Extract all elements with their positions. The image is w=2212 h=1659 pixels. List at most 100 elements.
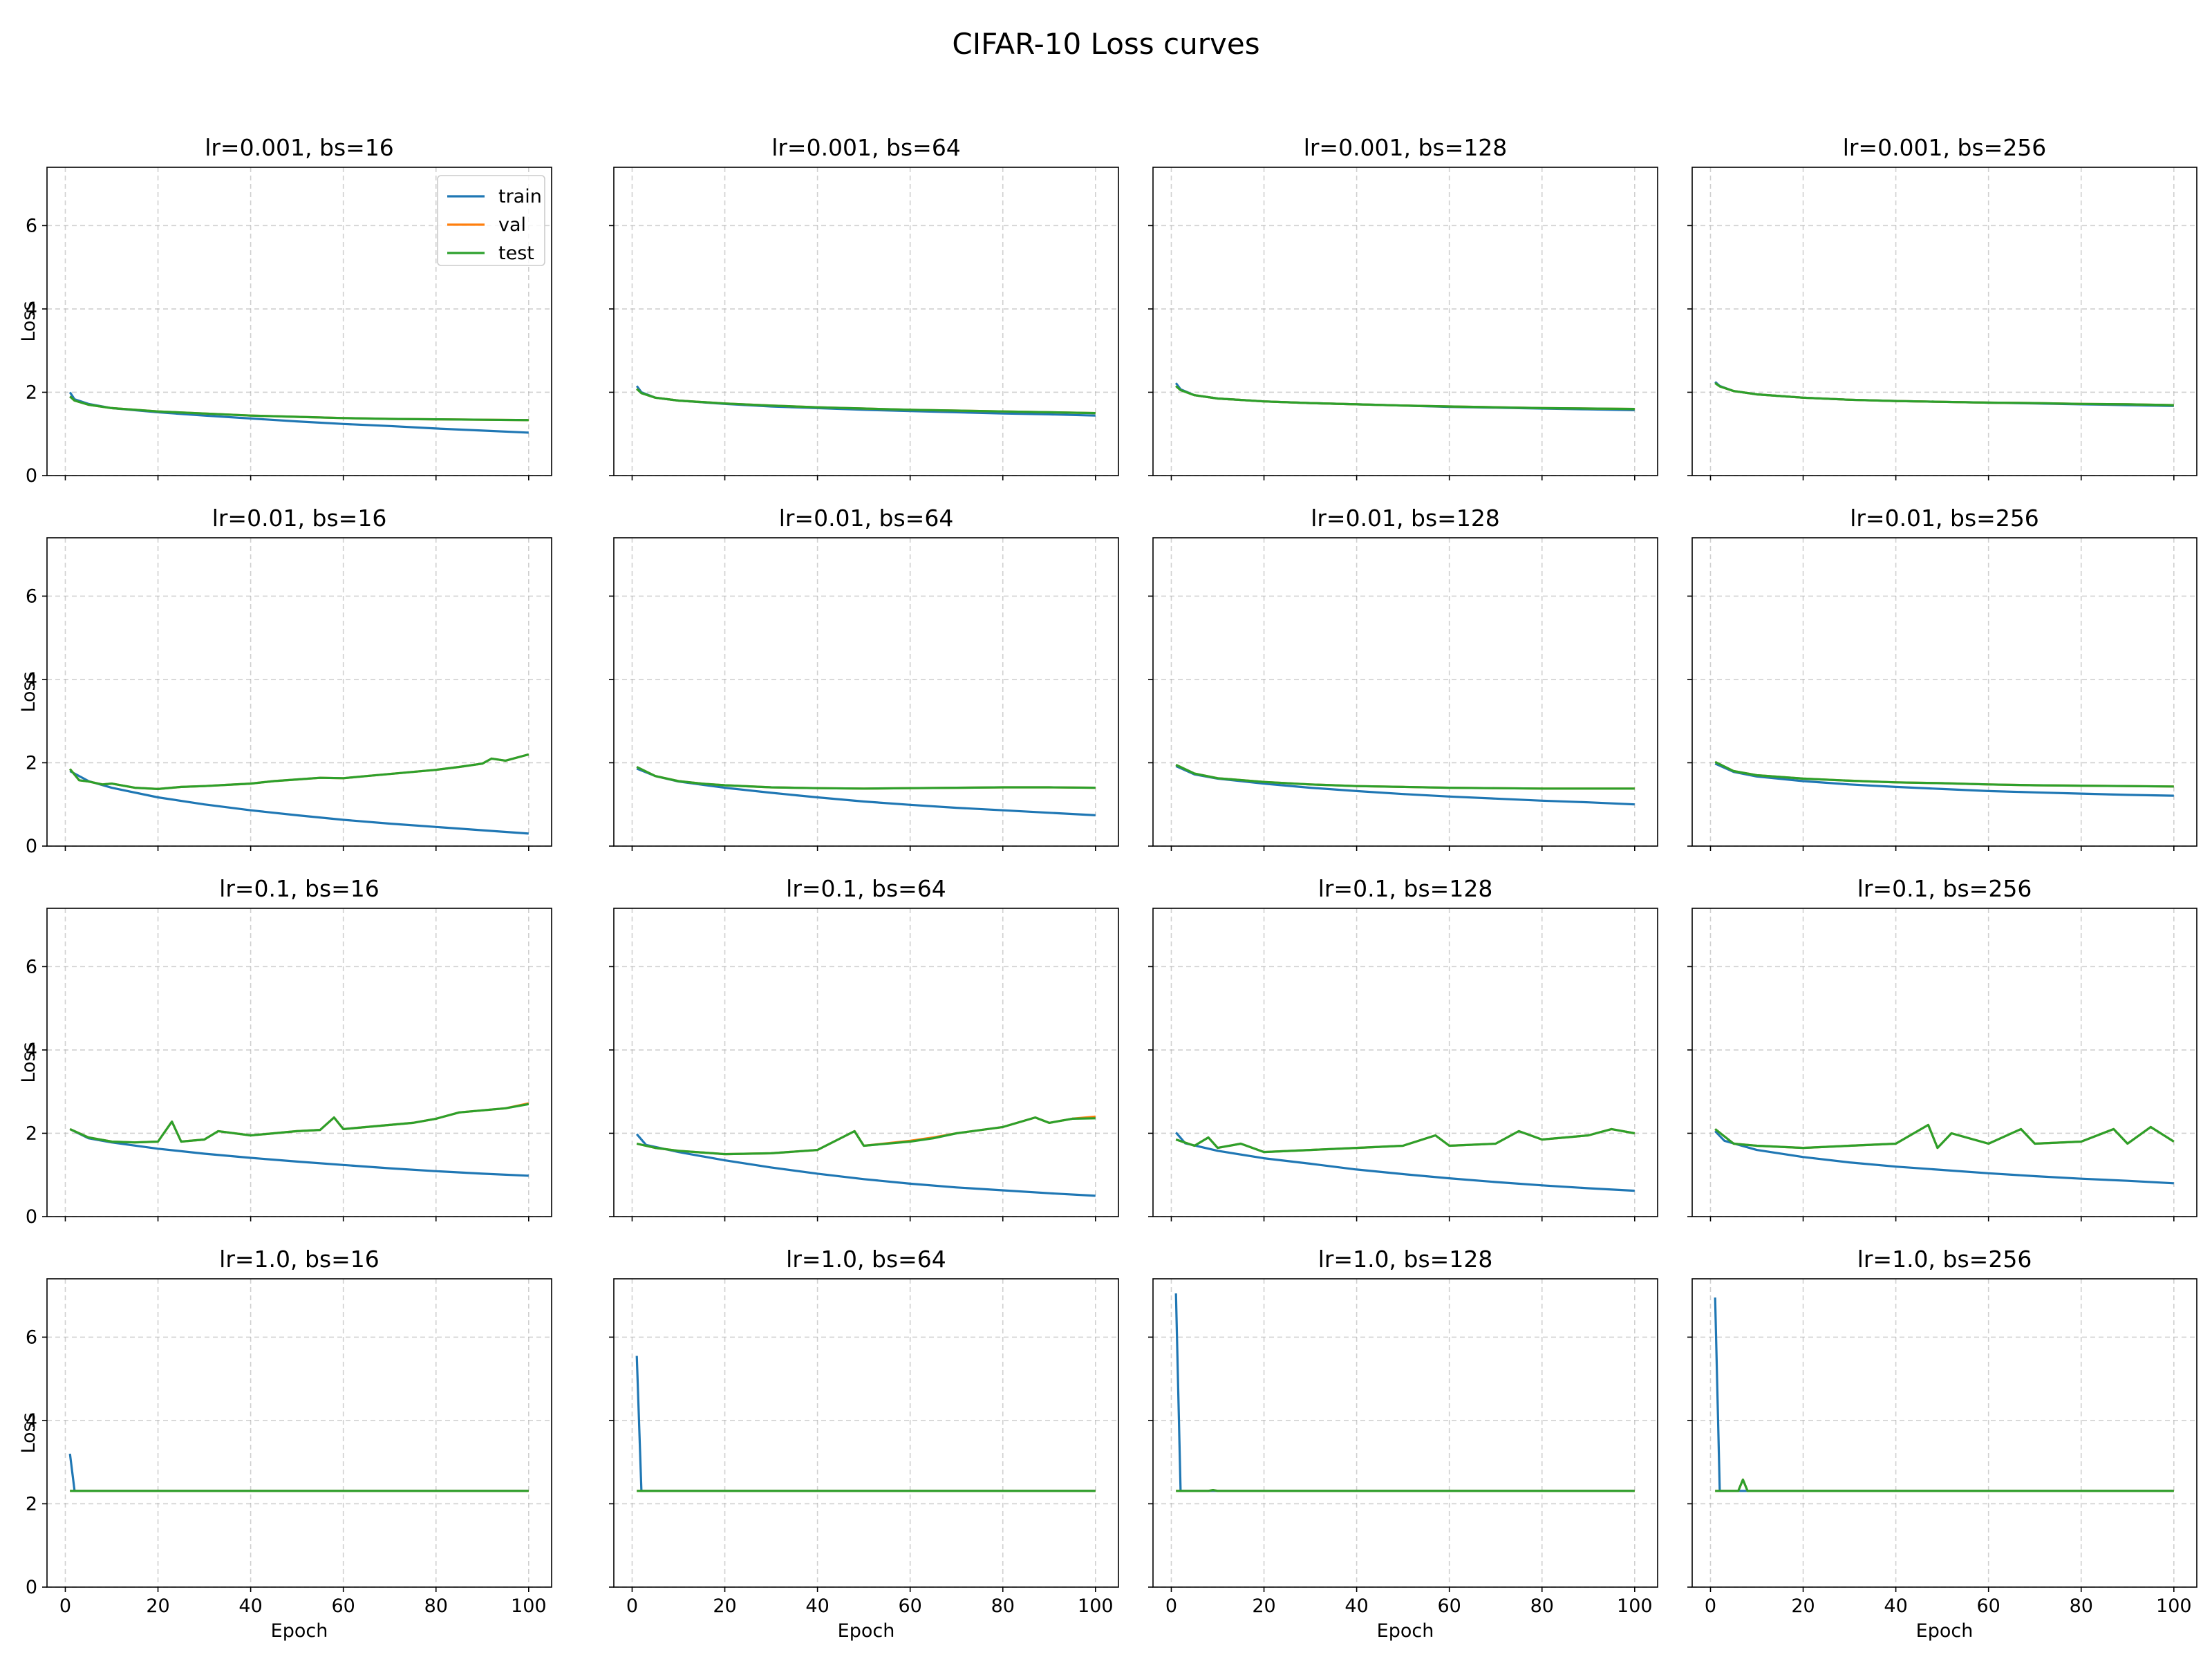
x-tick-label: 40 [238, 1595, 262, 1617]
axes-frame [46, 908, 552, 1217]
x-tick-label: 20 [146, 1595, 169, 1617]
legend: train val test [437, 175, 545, 266]
x-tick-label: 60 [899, 1595, 922, 1617]
subplot-title: lr=1.0, bs=256 [1857, 1246, 2032, 1273]
y-axis-label: Loss [18, 1412, 39, 1453]
subplot-1: lr=0.001, bs=16 0 2 4 6 Loss train val test [18, 134, 552, 487]
series-line-test [1175, 385, 1635, 411]
series-line-val [1714, 1123, 2175, 1150]
x-tick-label: 100 [2156, 1595, 2192, 1617]
subplot-4: lr=0.001, bs=256 [1687, 134, 2197, 480]
series-line-train [69, 1127, 529, 1177]
x-tick-label: 20 [713, 1595, 736, 1617]
subplot-13: lr=1.0, bs=16 0 20 40 60 80 100 0 2 4 6 Epoch Loss [18, 1246, 552, 1642]
y-tick-label: 6 [26, 585, 37, 607]
y-tick-label: 4 [26, 1040, 37, 1061]
x-tick-label: 20 [1252, 1595, 1275, 1617]
subplot-7: lr=0.01, bs=128 [1148, 505, 1658, 851]
subplot-title: lr=1.0, bs=64 [786, 1246, 946, 1273]
y-axis-label: Loss [18, 301, 39, 341]
y-tick-label: 4 [26, 299, 37, 320]
y-tick-label: 0 [26, 1577, 37, 1598]
series-line-train [1714, 762, 2174, 797]
axes-frame [613, 537, 1119, 847]
y-tick-label: 0 [26, 1206, 37, 1228]
panels-grid: lr=0.001, bs=160246Losstrainvaltestlr=0.… [18, 134, 2197, 1642]
axes-frame [1691, 167, 2197, 476]
axes-frame [1152, 537, 1658, 847]
subplot-title: lr=0.001, bs=64 [771, 134, 961, 161]
subplot-title: lr=0.001, bs=16 [205, 134, 394, 161]
axes-frame [1152, 908, 1658, 1217]
subplot-12: lr=0.1, bs=256 [1687, 875, 2197, 1221]
series-line-test [636, 766, 1096, 790]
series-line-train [68, 391, 529, 434]
y-tick-label: 4 [26, 669, 37, 691]
legend-label-val: val [498, 214, 526, 236]
x-tick-label: 100 [1617, 1595, 1653, 1617]
axes-frame [46, 167, 552, 476]
x-tick-label: 0 [1705, 1595, 1716, 1617]
y-axis-label: Loss [18, 671, 39, 712]
subplot-title: lr=1.0, bs=16 [219, 1246, 379, 1273]
x-axis-label: Epoch [271, 1620, 328, 1642]
y-tick-label: 2 [26, 1493, 37, 1515]
subplot-8: lr=0.01, bs=256 [1687, 505, 2197, 851]
subplot-title: lr=0.01, bs=256 [1850, 505, 2039, 532]
x-tick-label: 100 [511, 1595, 547, 1617]
subplot-14: lr=1.0, bs=64 0 20 40 60 80 100 Epoch [609, 1246, 1119, 1642]
y-axis-label: Loss [18, 1042, 39, 1082]
x-tick-label: 60 [1977, 1595, 2000, 1617]
subplot-title: lr=0.1, bs=64 [786, 875, 946, 902]
y-tick-label: 6 [26, 215, 37, 236]
axes-frame [1691, 537, 2197, 847]
subplot-2: lr=0.001, bs=64 [609, 134, 1119, 480]
x-tick-label: 80 [991, 1595, 1015, 1617]
y-tick-label: 2 [26, 752, 37, 774]
subplot-title: lr=1.0, bs=128 [1318, 1246, 1493, 1273]
axes-frame [1691, 1278, 2197, 1588]
y-tick-label: 0 [26, 836, 37, 857]
axes-frame [1152, 1278, 1658, 1588]
subplot-title: lr=0.1, bs=16 [219, 875, 379, 902]
series-line-train [1175, 765, 1635, 806]
series-line-test [1714, 382, 2174, 406]
subplot-title: lr=0.001, bs=128 [1304, 134, 1508, 161]
series-line-test [1175, 1127, 1635, 1154]
legend-box [437, 175, 545, 266]
axes-frame [613, 908, 1119, 1217]
series-line-train [68, 1453, 529, 1492]
series-line-train [635, 1356, 1096, 1492]
axes-frame [613, 1278, 1119, 1588]
series-line-test [1714, 760, 2174, 788]
series-line-train [1174, 1132, 1635, 1192]
subplot-9: lr=0.1, bs=16 0 2 4 6 Loss [18, 875, 552, 1228]
x-axis-label: Epoch [1916, 1620, 1974, 1642]
series-line-test [636, 1116, 1096, 1156]
series-line-val [1175, 1127, 1635, 1154]
legend-label-test: test [498, 243, 534, 264]
series-line-train [1714, 1297, 2174, 1492]
subplot-6: lr=0.01, bs=64 [609, 505, 1119, 851]
x-tick-label: 100 [1078, 1595, 1114, 1617]
series-line-val [1715, 1478, 2174, 1492]
subplot-title: lr=0.001, bs=256 [1843, 134, 2047, 161]
series-line-test [1714, 1123, 2175, 1150]
x-tick-label: 40 [1344, 1595, 1368, 1617]
x-tick-label: 40 [1884, 1595, 1907, 1617]
subplot-5: lr=0.01, bs=16 0 2 4 6 Loss [18, 505, 552, 857]
subplot-11: lr=0.1, bs=128 [1148, 875, 1658, 1221]
series-line-test [68, 753, 529, 791]
series-line-val [69, 1102, 529, 1144]
axes-frame [1152, 167, 1658, 476]
subplot-title: lr=0.01, bs=16 [212, 505, 387, 532]
subplot-title: lr=0.1, bs=256 [1857, 875, 2032, 902]
y-tick-label: 6 [26, 1327, 37, 1348]
x-tick-label: 40 [805, 1595, 829, 1617]
series-line-train [69, 770, 529, 835]
y-tick-label: 4 [26, 1410, 37, 1432]
axes-frame [613, 167, 1119, 476]
series-line-train [1714, 1130, 2174, 1185]
subplot-title: lr=0.01, bs=64 [779, 505, 954, 532]
